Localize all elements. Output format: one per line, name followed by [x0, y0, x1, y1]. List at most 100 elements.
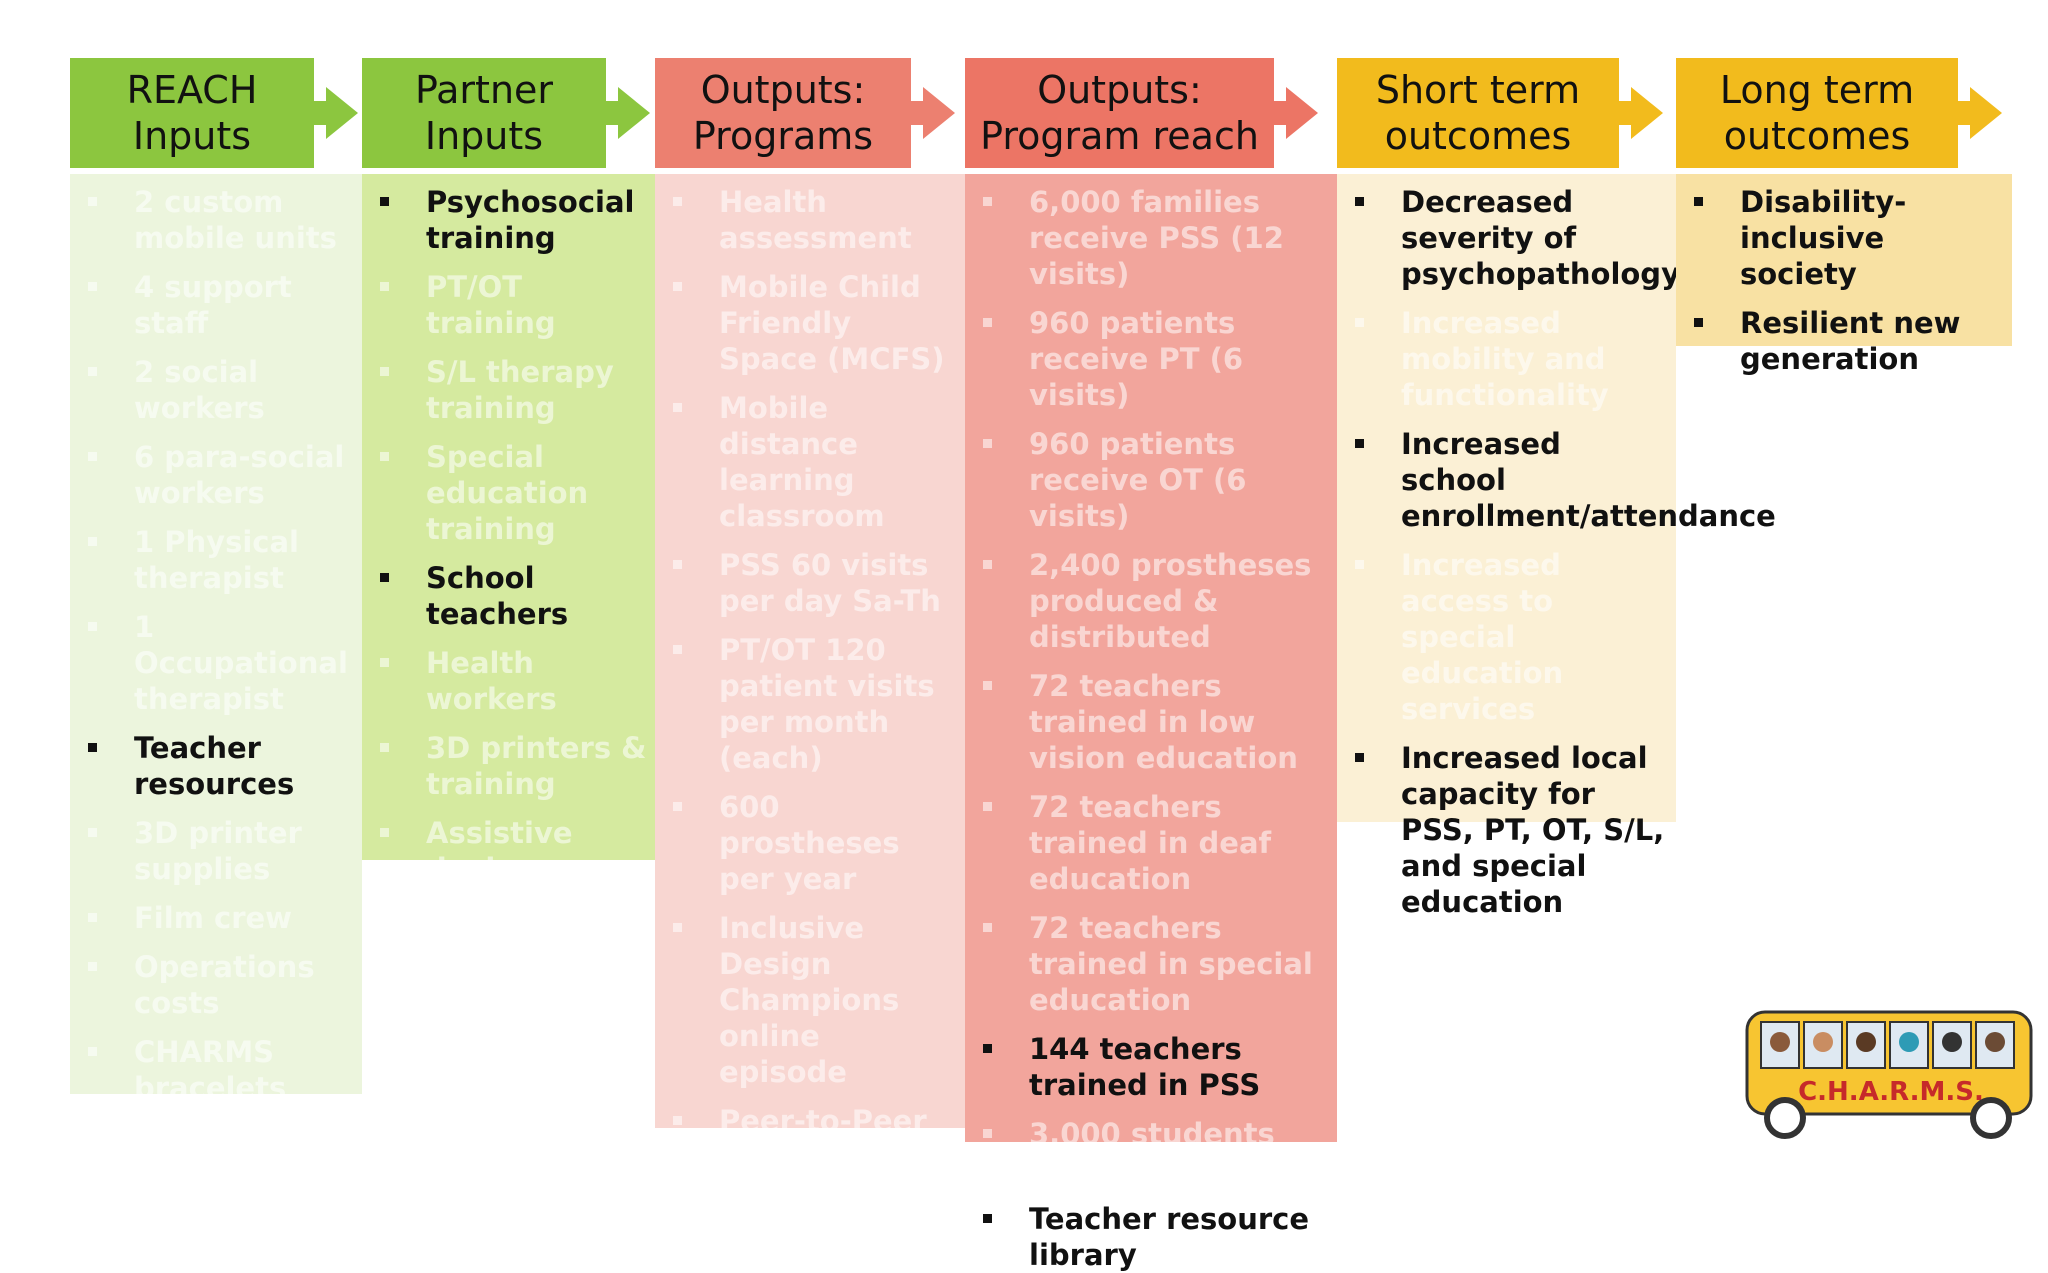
- arrow-stem: [314, 101, 328, 125]
- item-list: Disability-inclusive society Resilient ne…: [1694, 184, 2004, 377]
- header-line: REACH: [126, 68, 258, 112]
- list-item-text: CQI/Evaluation: [719, 1225, 960, 1259]
- arrow-right-icon: [1631, 87, 1663, 139]
- arrow-right-icon: [1970, 87, 2002, 139]
- list-item: Assistive device manufacturers: [380, 815, 667, 923]
- bullet-icon: [983, 560, 992, 569]
- list-item-text: 6 para-social workers: [134, 440, 345, 510]
- list-item: 144 teachers trained in PSS: [983, 1031, 1329, 1103]
- list-item: 1 Physical therapist: [88, 524, 354, 596]
- bullet-icon: [673, 1237, 682, 1246]
- item-list: Health assessment Mobile Child Friendly S…: [673, 184, 960, 1260]
- arrow-stem: [1958, 101, 1972, 125]
- item-list: 6,000 families receive PSS (12 visits) 96…: [983, 184, 1329, 1273]
- list-item-text: 1 Physical therapist: [134, 525, 299, 595]
- list-item-text: 2 social workers: [134, 355, 265, 425]
- list-item: CHARMS bracelets: [88, 1034, 354, 1106]
- list-item-text: 72 teachers trained in special education: [1029, 911, 1313, 1017]
- list-item: Increased mobility and functionality: [1355, 305, 1668, 413]
- list-item-text: PT/OT training: [426, 270, 556, 340]
- list-item: CQI/Evaluation: [673, 1224, 960, 1260]
- bullet-icon: [380, 573, 389, 582]
- bullet-icon: [88, 537, 97, 546]
- header-long-term-outcomes: Long term outcomes: [1676, 58, 1958, 168]
- bullet-icon: [380, 828, 389, 837]
- list-item-text: 6,000 families receive PSS (12 visits): [1029, 185, 1284, 291]
- list-item-text: 600 prostheses per year: [719, 790, 900, 896]
- bullet-icon: [983, 318, 992, 327]
- list-item-text: Resilient new generation: [1740, 306, 1961, 376]
- list-item-text: 2 custom mobile units: [134, 185, 337, 255]
- list-item: Operations costs: [88, 949, 354, 1021]
- header-line: Outputs:: [700, 68, 866, 112]
- list-item: 1 Occupational therapist: [88, 609, 354, 717]
- list-item-text: Psychosocial training: [426, 185, 635, 255]
- list-item-text: Special education training: [426, 440, 589, 546]
- header-line: Program reach: [980, 114, 1259, 158]
- list-item-text: Decreased severity of psychopathology: [1401, 185, 1680, 291]
- header-outputs-program-reach: Outputs: Program reach: [965, 58, 1274, 168]
- bullet-icon: [673, 403, 682, 412]
- bullet-icon: [1355, 560, 1364, 569]
- bullet-icon: [88, 367, 97, 376]
- bullet-icon: [983, 197, 992, 206]
- list-item: PT/OT training: [380, 269, 647, 341]
- bullet-icon: [380, 743, 389, 752]
- header-partner-inputs: Partner Inputs: [362, 58, 606, 168]
- list-item: Psychosocial training: [380, 184, 647, 256]
- header-reach-inputs: REACH Inputs: [70, 58, 314, 168]
- header-short-term-outcomes: Short term outcomes: [1337, 58, 1619, 168]
- bullet-icon: [983, 439, 992, 448]
- bullet-icon: [88, 452, 97, 461]
- list-item-text: 960 patients receive OT (6 visits): [1029, 427, 1247, 533]
- list-item: Peer-to-Peer Connections program: [673, 1103, 957, 1211]
- bullet-icon: [380, 367, 389, 376]
- bullet-icon: [673, 923, 682, 932]
- list-item: Inclusive Design Champions online episod…: [673, 910, 957, 1090]
- bullet-icon: [88, 197, 97, 206]
- header-line: outcomes: [1384, 114, 1572, 158]
- list-item: Special education training: [380, 439, 647, 547]
- bullet-icon: [1355, 753, 1364, 762]
- bullet-icon: [673, 1116, 682, 1125]
- bullet-icon: [88, 828, 97, 837]
- arrow-stem: [1274, 101, 1288, 125]
- list-item: 72 teachers trained in low vision educat…: [983, 668, 1329, 776]
- arrow-right-icon: [618, 87, 650, 139]
- bullet-icon: [88, 622, 97, 631]
- list-item-text: Mobile distance learning classroom: [719, 391, 885, 533]
- list-item: Resilient new generation: [1694, 305, 2004, 377]
- list-item-text: 3,000 students paired with peers: [1029, 1117, 1318, 1187]
- list-item-text: Assistive device manufacturers: [426, 816, 667, 922]
- list-item: Film crew: [88, 900, 354, 936]
- bullet-icon: [983, 1214, 992, 1223]
- list-item-text: Increased access to special education se…: [1401, 548, 1564, 726]
- header-line: Long term: [1719, 68, 1915, 112]
- list-item: PSS 60 visits per day Sa-Th: [673, 547, 957, 619]
- list-item: Health assessment: [673, 184, 957, 256]
- list-item: 3D printers & training: [380, 730, 647, 802]
- bullet-icon: [983, 681, 992, 690]
- list-item: Teacher resources: [88, 730, 354, 802]
- arrow-right-icon: [326, 87, 358, 139]
- list-item-text: 4 support staff: [134, 270, 292, 340]
- arrow-right-icon: [923, 87, 955, 139]
- bullet-icon: [673, 197, 682, 206]
- bullet-icon: [983, 1129, 992, 1138]
- arrow-stem: [911, 101, 925, 125]
- list-item-text: Mobile Child Friendly Space (MCFS): [719, 270, 945, 376]
- list-item-text: CHARMS bracelets: [134, 1035, 287, 1105]
- header-line: outcomes: [1723, 114, 1911, 158]
- bullet-icon: [673, 560, 682, 569]
- logo-text: C.H.A.R.M.S.: [1798, 1077, 1984, 1107]
- bullet-icon: [983, 802, 992, 811]
- column-short-term-outcomes: Decreased severity of psychopathology Inc…: [1337, 174, 1776, 919]
- list-item-text: Health assessment: [719, 185, 912, 255]
- header-line: Inputs: [132, 114, 252, 158]
- bullet-icon: [88, 962, 97, 971]
- list-item: S/L therapy training: [380, 354, 647, 426]
- list-item-text: 3D printer supplies: [134, 816, 302, 886]
- list-item: 4 support staff: [88, 269, 354, 341]
- list-item: PT/OT 120 patient visits per month (each…: [673, 632, 957, 776]
- charms-bus-logo: C.H.A.R.M.S.: [1745, 1010, 2033, 1139]
